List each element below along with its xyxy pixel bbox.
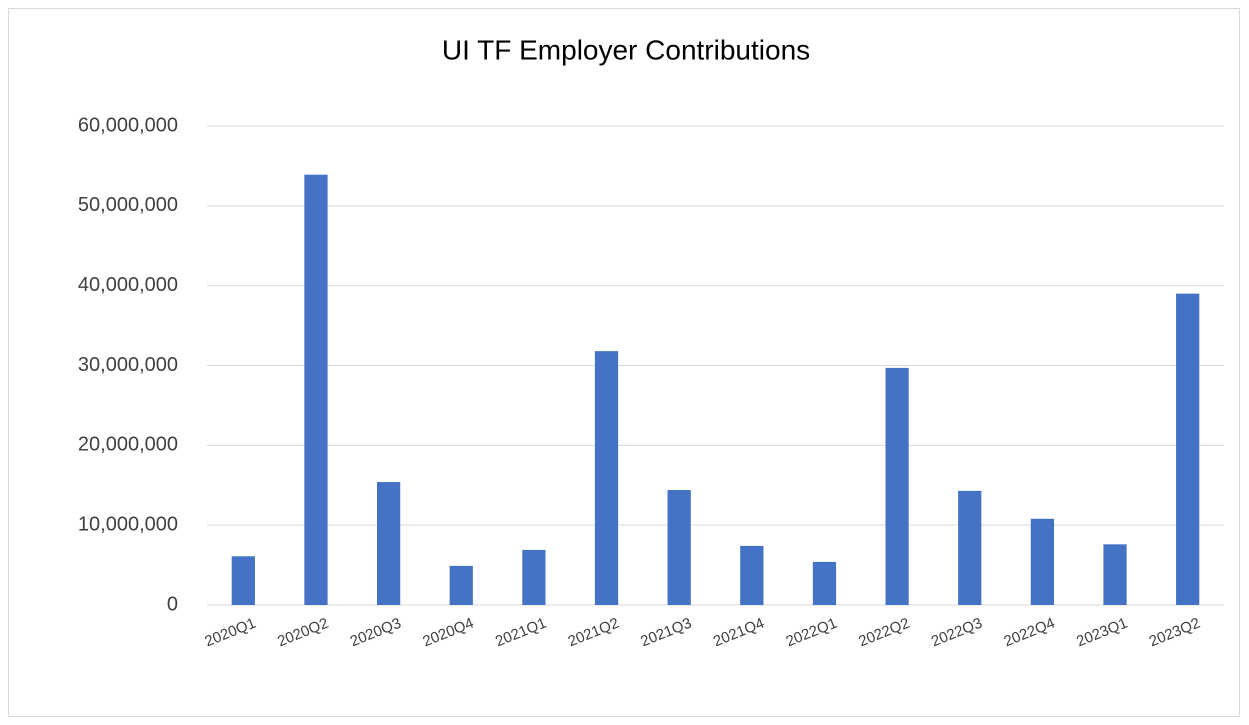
bar (958, 490, 982, 605)
y-tick-label: 0 (167, 593, 178, 615)
chart-title: UI TF Employer Contributions (442, 34, 810, 65)
y-tick-label: 20,000,000 (78, 434, 178, 456)
bar (1030, 518, 1055, 605)
y-tick-label: 60,000,000 (78, 114, 178, 136)
bar (667, 490, 691, 605)
bar (812, 561, 837, 605)
y-tick-label: 40,000,000 (78, 274, 178, 296)
bar (304, 174, 328, 605)
y-tick-label: 30,000,000 (78, 354, 178, 376)
bar (231, 556, 255, 605)
bar (522, 549, 546, 605)
bar (376, 482, 401, 605)
y-tick-label: 50,000,000 (78, 194, 178, 216)
bar (740, 545, 764, 605)
bar (1176, 293, 1200, 605)
bar (449, 565, 473, 605)
bar (594, 351, 619, 605)
y-tick-label: 10,000,000 (78, 513, 178, 535)
bar (1103, 544, 1127, 605)
bar (885, 367, 909, 605)
chart-frame (8, 8, 1240, 717)
